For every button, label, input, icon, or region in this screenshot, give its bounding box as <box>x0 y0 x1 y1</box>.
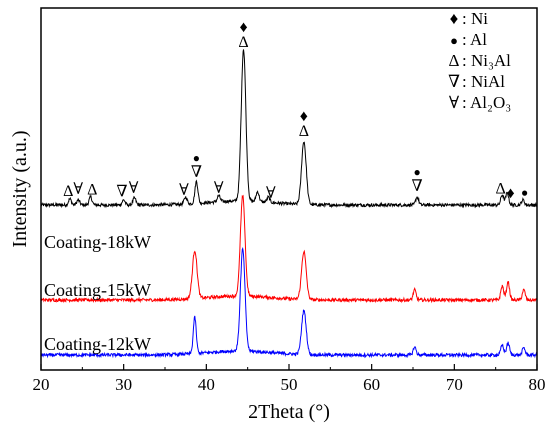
peak-marker-1-2: Δ <box>238 34 248 51</box>
peak-marker-8-1: ∇ <box>116 183 127 200</box>
series-line-1 <box>40 49 538 209</box>
series-layer <box>40 49 538 359</box>
x-tick-label-30: 30 <box>115 375 132 394</box>
peak-marker-1-1: ♦ <box>239 19 247 36</box>
peak-marker-layer: Δ♦Δ♦∇●∇●Δ ∀ Δ ∇ ∀ ∀ ∀ ∀ Δ ♦ ● <box>63 19 528 202</box>
peak-marker-14-1: ♦ <box>506 185 514 202</box>
x-tick-label-20: 20 <box>33 375 50 394</box>
peak-marker-7-1: Δ <box>87 182 97 199</box>
series-line-2 <box>40 194 538 304</box>
x-axis-title: 2Theta (°) <box>248 401 330 423</box>
legend-label-5: : Al₂O₃ <box>462 93 511 112</box>
peak-marker-5-1: Δ <box>63 183 73 200</box>
legend-label-3: : Ni₃Al <box>462 51 511 70</box>
x-tick-label-40: 40 <box>198 375 215 394</box>
legend-symbol-2: ● <box>450 33 458 48</box>
peak-marker-4-2: ∇ <box>412 178 423 195</box>
legend-label-1: : Ni <box>462 9 488 28</box>
peak-marker-15-1: ● <box>521 185 528 199</box>
legend-symbol-1: ♦ <box>450 9 459 28</box>
peak-marker-2-1: ♦ <box>300 108 308 125</box>
x-tick-label-60: 60 <box>363 375 380 394</box>
peak-marker-4-1: ● <box>414 165 421 179</box>
y-axis-title: Intensity (a.u.) <box>9 130 31 247</box>
x-tick-label-50: 50 <box>281 375 298 394</box>
peak-marker-9-1: ∀ <box>129 180 139 197</box>
series-labels: Coating-18kW Coating-15kW Coating-12kW <box>44 232 151 354</box>
legend-symbol-4: ∇ <box>448 72 460 91</box>
peak-marker-6-1: ∀ <box>73 181 83 198</box>
x-tick-label-70: 70 <box>446 375 463 394</box>
peak-marker-11-1: ∀ <box>214 180 224 197</box>
x-axis-ticks: 20 30 40 50 60 70 80 <box>33 364 546 394</box>
peak-marker-10-1: ∀ <box>179 182 189 199</box>
legend-label-4: : NiAl <box>462 72 505 91</box>
x-tick-label-80: 80 <box>529 375 546 394</box>
series-label-3: Coating-12kW <box>44 334 151 354</box>
peak-marker-2-2: Δ <box>299 123 309 140</box>
legend-label-2: : Al <box>462 30 487 49</box>
series-label-1: Coating-18kW <box>44 232 151 252</box>
legend-symbol-3: Δ <box>449 51 460 70</box>
peak-marker-3-2: ∇ <box>191 164 202 181</box>
peak-marker-3-1: ● <box>193 151 200 165</box>
legend-symbol-5: ∀ <box>449 93 460 112</box>
peak-marker-13-1: Δ <box>495 181 505 198</box>
series-line-3 <box>40 247 538 359</box>
series-label-2: Coating-15kW <box>44 280 151 300</box>
peak-marker-12-1: ∀ <box>266 185 276 202</box>
legend: ♦: Ni ● : AlΔ: Ni₃Al∇: NiAl∀: Al₂O₃ <box>448 9 511 112</box>
